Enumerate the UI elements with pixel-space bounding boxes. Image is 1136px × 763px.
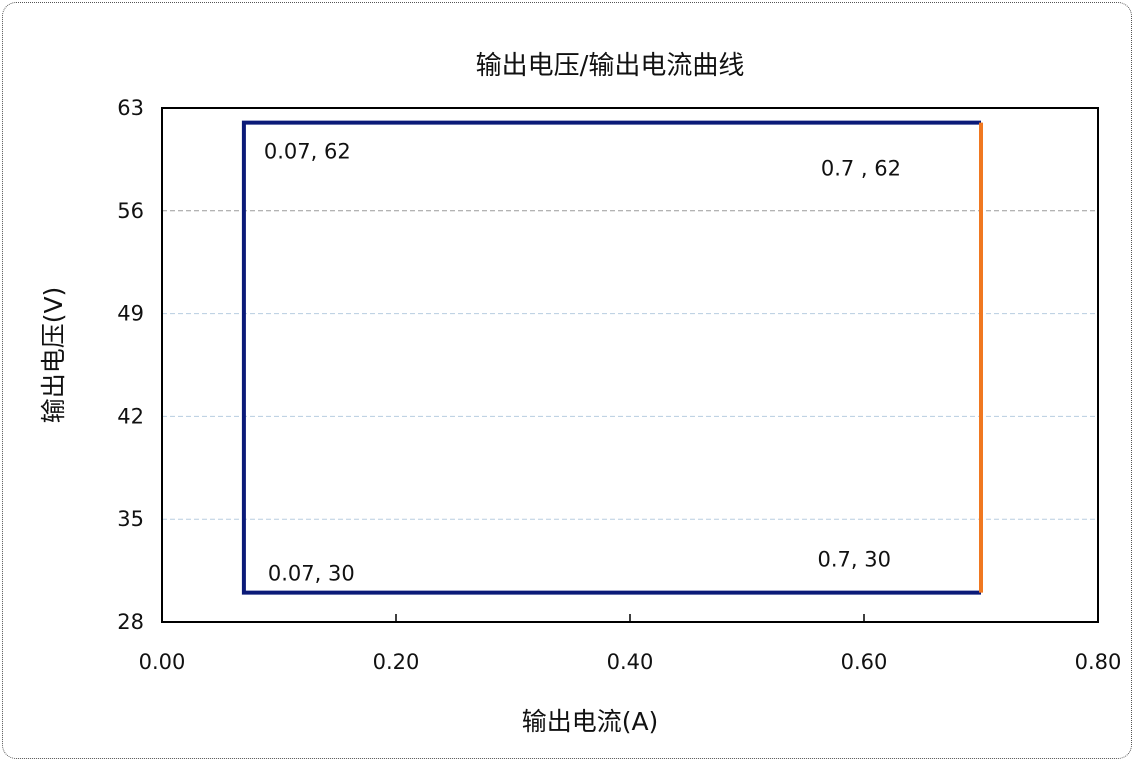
data-label-3: 0.7, 30 bbox=[818, 548, 891, 572]
data-label-1: 0.7 , 62 bbox=[821, 157, 901, 181]
series-line-0 bbox=[241, 120, 981, 595]
data-label-2: 0.07, 30 bbox=[268, 562, 355, 586]
x-tick-label-4: 0.80 bbox=[1075, 650, 1122, 674]
y-axis-title: 输出电压(V) bbox=[39, 287, 68, 424]
x-tick-label-3: 0.60 bbox=[841, 650, 888, 674]
y-tick-label-3: 49 bbox=[117, 302, 144, 326]
x-tick-label-2: 0.40 bbox=[607, 650, 654, 674]
plot-area bbox=[161, 107, 1099, 623]
x-tick-label-1: 0.20 bbox=[373, 650, 420, 674]
y-tick-label-4: 56 bbox=[117, 199, 144, 223]
x-axis-title: 输出电流(A) bbox=[522, 707, 659, 736]
axis-ticks: 28 35 42 49 56 63 0.00 0.20 0.40 0.60 0.80 bbox=[117, 96, 1121, 674]
chart-title: 输出电压/输出电流曲线 bbox=[476, 51, 745, 81]
series-lines bbox=[241, 120, 983, 595]
y-tick-label-5: 63 bbox=[117, 96, 144, 120]
data-labels: 0.07, 62 0.7 , 62 0.07, 30 0.7, 30 bbox=[264, 140, 901, 586]
grid-lines bbox=[162, 107, 1098, 520]
data-label-0: 0.07, 62 bbox=[264, 140, 351, 164]
y-tick-label-0: 28 bbox=[117, 610, 144, 634]
y-tick-label-2: 42 bbox=[117, 404, 144, 428]
y-tick-label-1: 35 bbox=[117, 507, 144, 531]
x-tick-label-0: 0.00 bbox=[139, 650, 186, 674]
